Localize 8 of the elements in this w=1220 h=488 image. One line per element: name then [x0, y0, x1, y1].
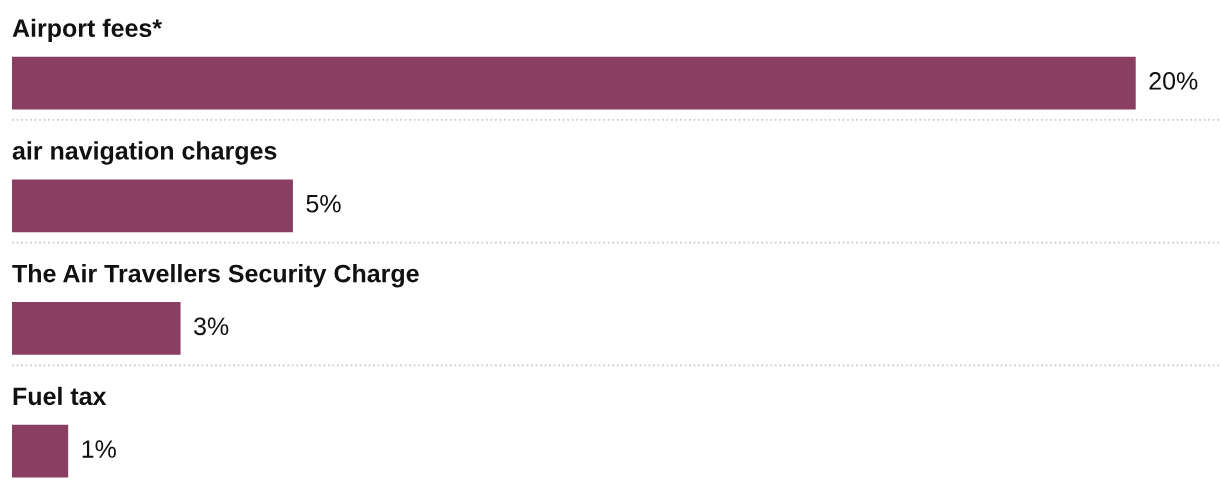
- y-tick-label: air navigation charges: [12, 141, 277, 165]
- y-tick-label: Airport fees*: [12, 18, 163, 42]
- data-label: 20%: [1149, 72, 1198, 90]
- data-label: 1%: [82, 440, 116, 458]
- y-tick-label: The Air Travellers Security Charge: [12, 264, 419, 288]
- data-label: 3%: [194, 317, 229, 336]
- data-label: 5%: [306, 194, 341, 213]
- y-tick-label: Fuel tax: [13, 386, 107, 406]
